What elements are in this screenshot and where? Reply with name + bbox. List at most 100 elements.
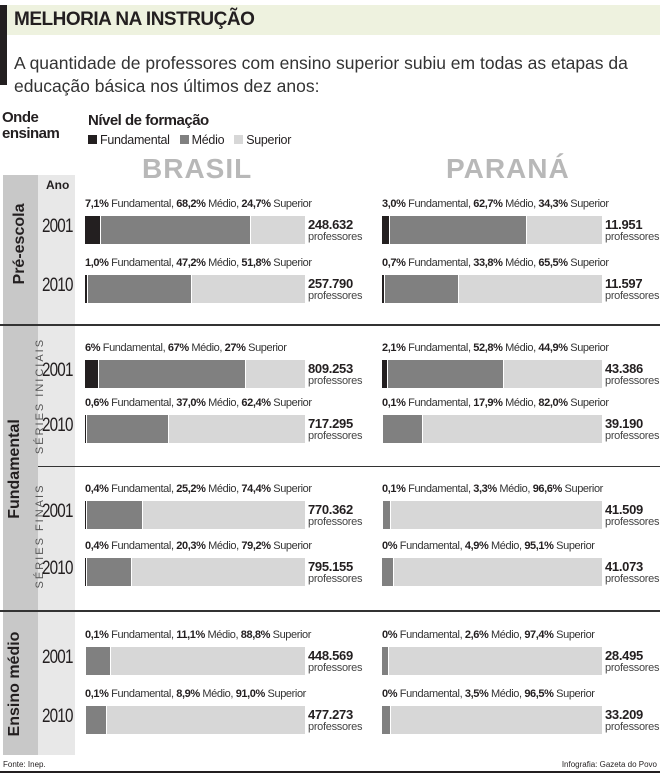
bar-segment-médio	[383, 501, 392, 529]
year-header: Ano	[46, 178, 70, 192]
percent-value: 0,4%	[85, 540, 109, 552]
percent-value: 0%	[382, 629, 398, 641]
bar-segment-superior	[106, 706, 305, 734]
bar-segment-médio	[88, 275, 193, 303]
series-name: Fundamental,	[108, 198, 177, 210]
series-name: Superior	[270, 483, 312, 495]
bar-segment-superior	[459, 275, 602, 303]
teacher-count: 717.295 professores	[308, 416, 363, 442]
bar-segment-superior	[246, 360, 305, 388]
credit-note: Infografia: Gazeta do Povo	[561, 760, 657, 769]
region-title-parana: PARANÁ	[446, 153, 570, 184]
bar-label: 0,6% Fundamental, 37,0% Médio, 62,4% Sup…	[85, 397, 312, 409]
series-name: Médio,	[205, 257, 242, 269]
legend-label: Médio	[191, 133, 225, 147]
teacher-count: 795.155 professores	[308, 559, 363, 585]
chart-subtitle: A quantidade de professores com ensino s…	[14, 53, 628, 96]
series-name: Fundamental,	[405, 198, 474, 210]
year-label: 2001	[42, 647, 73, 668]
bar-segment-médio	[382, 706, 391, 734]
unit-label: professores	[605, 516, 660, 528]
legend-swatch	[88, 135, 97, 144]
series-name: Fundamental,	[108, 540, 177, 552]
unit-label: professores	[605, 430, 660, 442]
teacher-count: 11.597 professores	[605, 276, 660, 302]
bar-segment-fundamental	[85, 275, 89, 303]
series-name: Fundamental,	[108, 257, 177, 269]
teacher-count: 28.495 professores	[605, 648, 660, 674]
year-label: 2001	[42, 360, 73, 381]
bar-segment-médio	[99, 360, 247, 388]
percent-value: 67%	[167, 342, 189, 354]
percent-value: 65,5%	[538, 257, 568, 269]
bar-label: 3,0% Fundamental, 62,7% Médio, 34,3% Sup…	[382, 198, 609, 210]
series-name: Superior	[553, 688, 595, 700]
bar-segment-superior	[251, 216, 305, 244]
percent-value: 97,4%	[524, 629, 554, 641]
percent-value: 51,8%	[241, 257, 271, 269]
series-name: Superior	[270, 198, 312, 210]
unit-label: professores	[605, 375, 660, 387]
series-name: Fundamental,	[405, 483, 474, 495]
stacked-bar	[382, 647, 602, 675]
bar-segment-fundamental	[85, 360, 100, 388]
subsection-label-series-iniciais: SÉRIES INICIAIS	[34, 337, 46, 455]
teacher-count: 11.951 professores	[605, 217, 660, 243]
bar-segment-fundamental	[382, 216, 390, 244]
percent-value: 62,7%	[473, 198, 503, 210]
stacked-bar	[382, 360, 602, 388]
bar-segment-superior	[390, 706, 602, 734]
series-name: Fundamental,	[108, 688, 177, 700]
bottom-rule	[0, 771, 660, 773]
section-label-fundamental: Fundamental	[6, 419, 23, 519]
bar-segment-médio	[384, 275, 460, 303]
percent-value: 96,6%	[532, 483, 563, 495]
stacked-bar	[85, 647, 305, 675]
percent-value: 37,0%	[176, 397, 206, 409]
legend-label: Superior	[246, 133, 292, 147]
legend-item: Superior	[234, 133, 291, 147]
series-name: Fundamental,	[405, 342, 474, 354]
bar-segment-médio	[86, 706, 107, 734]
percent-value: 47,2%	[176, 257, 206, 269]
teacher-count: 248.632 professores	[308, 217, 363, 243]
series-name: Médio,	[502, 342, 539, 354]
percent-value: 0,1%	[85, 688, 109, 700]
legend-title: Nível de formação	[88, 112, 209, 129]
series-name: Fundamental,	[108, 629, 177, 641]
divider	[0, 610, 660, 612]
stacked-bar	[382, 558, 602, 586]
series-name: Médio,	[205, 397, 242, 409]
series-name: Fundamental,	[397, 629, 465, 641]
legend: Fundamental Médio Superior	[88, 133, 291, 147]
stacked-bar	[85, 275, 306, 303]
series-name: Médio,	[205, 540, 242, 552]
section-strip	[3, 175, 38, 755]
series-name: Fundamental,	[405, 257, 474, 269]
percent-value: 0%	[382, 540, 398, 552]
series-name: Fundamental,	[100, 342, 168, 354]
percent-value: 2,1%	[382, 342, 406, 354]
bar-label: 6% Fundamental, 67% Médio, 27% Superior	[85, 342, 287, 354]
bar-segment-médio	[101, 216, 252, 244]
unit-label: professores	[605, 662, 660, 674]
unit-label: professores	[308, 516, 363, 528]
legend-swatch	[179, 135, 189, 144]
series-name: Médio,	[488, 629, 525, 641]
teacher-count: 33.209 professores	[605, 707, 660, 733]
teacher-count: 257.790 professores	[308, 276, 363, 302]
series-name: Médio,	[188, 342, 225, 354]
bar-segment-fundamental	[85, 558, 87, 586]
series-name: Médio,	[204, 629, 241, 641]
series-name: Superior	[270, 540, 312, 552]
series-name: Fundamental,	[108, 397, 177, 409]
series-name: Superior	[567, 342, 609, 354]
bar-segment-fundamental	[85, 501, 87, 529]
series-name: Fundamental,	[108, 483, 177, 495]
stacked-bar	[85, 558, 305, 586]
row-header: Onde ensinam	[2, 109, 60, 142]
section-label-ensino-medio: Ensino médio	[6, 631, 23, 737]
bar-segment-superior	[111, 647, 305, 675]
series-name: Superior	[553, 629, 595, 641]
legend-item: Fundamental	[88, 133, 170, 147]
